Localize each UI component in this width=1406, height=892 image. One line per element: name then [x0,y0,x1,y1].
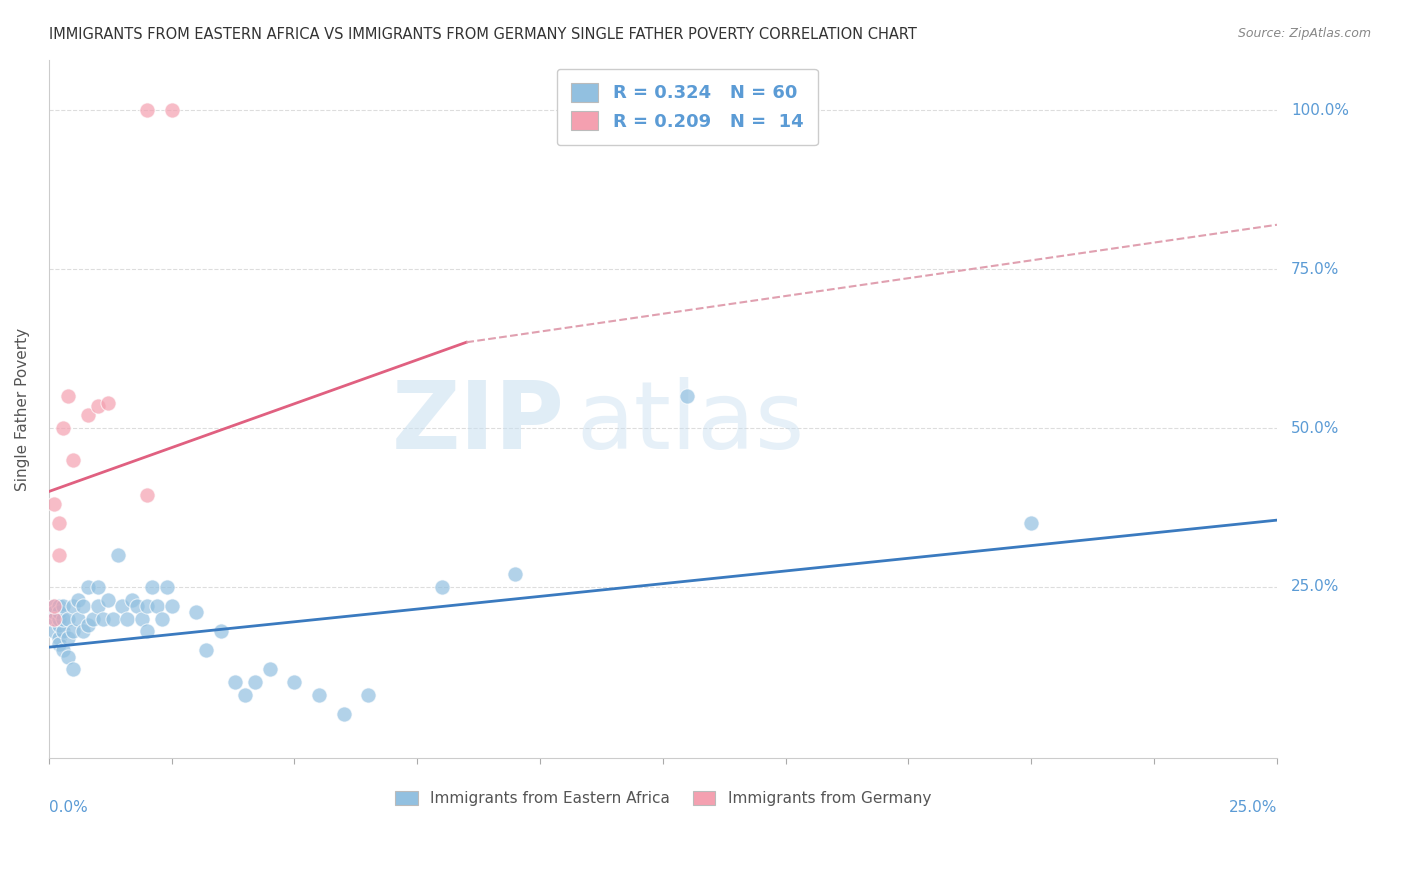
Point [48,599,70,613]
Point [1019,516,1042,531]
Point [283,675,305,690]
Text: atlas: atlas [576,377,806,469]
Point [308,688,330,702]
Text: 100.0%: 100.0% [1291,103,1348,118]
Point [48,548,70,562]
Point [141,580,163,594]
Point [156,580,179,594]
Point [52,643,75,657]
Point [42,599,65,613]
Point [42,599,65,613]
Point [48,637,70,651]
Point [233,688,256,702]
Point [259,662,281,676]
Point [131,611,153,625]
Point [67,592,90,607]
Point [357,688,380,702]
Point [77,618,100,632]
Point [430,580,453,594]
Point [58,631,80,645]
Point [184,605,207,619]
Point [52,624,75,639]
Point [42,497,65,511]
Text: ZIP: ZIP [392,377,565,469]
Point [42,624,65,639]
Point [136,624,159,639]
Point [676,389,699,403]
Point [58,649,80,664]
Point [160,103,183,118]
Point [87,399,110,413]
Y-axis label: Single Father Poverty: Single Father Poverty [15,327,30,491]
Point [58,611,80,625]
Text: IMMIGRANTS FROM EASTERN AFRICA VS IMMIGRANTS FROM GERMANY SINGLE FATHER POVERTY : IMMIGRANTS FROM EASTERN AFRICA VS IMMIGR… [49,27,917,42]
Point [87,599,110,613]
Point [48,605,70,619]
Point [332,706,354,721]
Point [505,567,527,582]
Point [62,624,84,639]
Point [72,599,94,613]
Point [91,611,114,625]
Point [224,675,246,690]
Legend: R = 0.324   N = 60, R = 0.209   N =  14: R = 0.324 N = 60, R = 0.209 N = 14 [557,69,818,145]
Point [136,599,159,613]
Point [136,488,159,502]
Point [209,624,232,639]
Point [52,611,75,625]
Point [52,599,75,613]
Point [42,611,65,625]
Point [77,409,100,423]
Point [72,624,94,639]
Point [97,592,120,607]
Point [194,643,217,657]
Point [97,395,120,409]
Point [48,618,70,632]
Point [67,611,90,625]
Point [48,516,70,531]
Point [42,611,65,625]
Text: 0.0%: 0.0% [49,800,87,815]
Text: 25.0%: 25.0% [1229,800,1277,815]
Point [48,611,70,625]
Point [48,631,70,645]
Point [101,611,124,625]
Point [62,452,84,467]
Point [107,548,129,562]
Point [62,662,84,676]
Point [136,103,159,118]
Point [62,599,84,613]
Text: Source: ZipAtlas.com: Source: ZipAtlas.com [1237,27,1371,40]
Point [117,611,139,625]
Point [160,599,183,613]
Point [127,599,149,613]
Point [121,592,143,607]
Point [243,675,266,690]
Point [82,611,104,625]
Text: 25.0%: 25.0% [1291,579,1339,594]
Point [77,580,100,594]
Point [58,389,80,403]
Point [87,580,110,594]
Text: 50.0%: 50.0% [1291,420,1339,435]
Point [52,421,75,435]
Point [42,605,65,619]
Point [111,599,134,613]
Point [150,611,173,625]
Text: 75.0%: 75.0% [1291,261,1339,277]
Point [146,599,169,613]
